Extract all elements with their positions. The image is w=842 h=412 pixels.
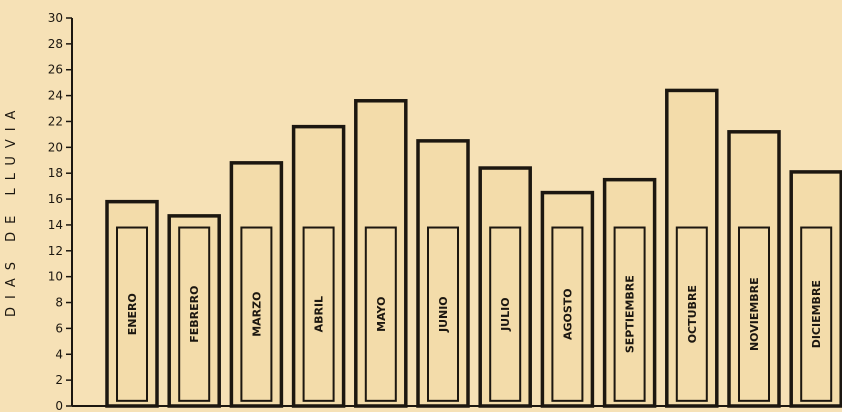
bar-junio — [416, 139, 470, 408]
bar-label-frame — [675, 226, 708, 402]
bar-marzo — [229, 161, 284, 408]
bar-label-frame — [178, 226, 211, 402]
category-label: FEBRERO — [188, 286, 201, 343]
y-tick-label: 10 — [48, 270, 63, 284]
bar-label-frame — [613, 226, 646, 402]
bar-label-frame — [489, 226, 522, 402]
bar-julio — [478, 166, 532, 408]
category-label: NOVIEMBRE — [748, 277, 761, 351]
y-tick-label: 30 — [48, 11, 63, 25]
y-tick-label: 14 — [48, 218, 63, 232]
category-label: MARZO — [250, 292, 263, 337]
category-label: AGOSTO — [561, 288, 574, 340]
y-tick-label: 4 — [55, 347, 63, 361]
y-tick-label: 26 — [48, 63, 63, 77]
category-label: JULIO — [499, 297, 512, 331]
bar-diciembre — [789, 170, 842, 408]
bar-septiembre — [602, 177, 657, 408]
y-tick-label: 22 — [48, 114, 63, 128]
bar-enero — [105, 199, 159, 408]
y-tick-label: 18 — [48, 166, 63, 180]
y-tick-label: 6 — [55, 321, 63, 335]
bar-label-frame — [800, 226, 833, 402]
bars-group: ENERO FEBRERO MARZO ABRIL MAYO JUNIO JULIO AGOS… — [105, 88, 842, 408]
category-label: MAYO — [375, 297, 388, 332]
y-tick-label: 12 — [48, 244, 63, 258]
category-label: ABRIL — [313, 296, 326, 332]
category-label: JUNIO — [437, 296, 450, 333]
y-tick-label: 8 — [55, 296, 63, 310]
category-label: DICIEMBRE — [810, 280, 823, 348]
bar-octubre — [665, 88, 719, 408]
bar-noviembre — [727, 130, 781, 408]
y-tick-label: 24 — [48, 89, 63, 103]
bar-label-frame — [738, 226, 770, 402]
y-tick-label: 20 — [48, 140, 63, 154]
bar-label-frame — [116, 226, 148, 402]
bar-label-frame — [302, 226, 335, 402]
bar-label-frame — [364, 226, 397, 402]
bar-label-frame — [551, 226, 584, 402]
bar-abril — [291, 124, 346, 408]
category-label: ENERO — [126, 293, 139, 335]
y-tick-label: 28 — [48, 37, 63, 51]
bar-label-frame — [240, 226, 273, 402]
bar-label-frame — [427, 226, 459, 402]
category-label: SEPTIEMBRE — [624, 275, 637, 353]
category-label: OCTUBRE — [686, 285, 699, 343]
y-tick-label: 0 — [55, 399, 63, 412]
bar-febrero — [167, 214, 221, 408]
y-tick-label: 2 — [55, 373, 63, 387]
y-tick-label: 16 — [48, 192, 63, 206]
bar-mayo — [354, 99, 408, 408]
